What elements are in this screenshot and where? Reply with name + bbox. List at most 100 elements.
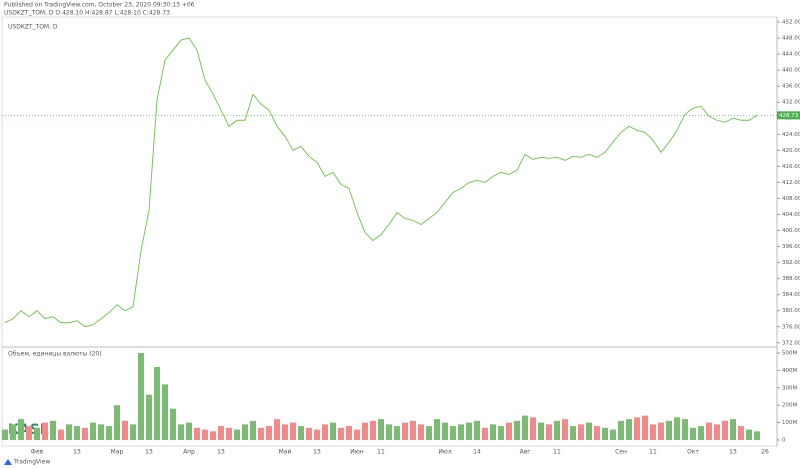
- volume-bar: [282, 424, 288, 440]
- volume-bar: [522, 415, 528, 440]
- volume-bar: [306, 427, 312, 440]
- volume-bar: [346, 426, 352, 440]
- volume-bar: [466, 422, 472, 440]
- volume-bar: [442, 422, 448, 440]
- y-tick-label: 424.00: [782, 132, 800, 138]
- y-tick-label: 420.00: [782, 148, 800, 154]
- y-tick-label: 388.00: [782, 276, 800, 282]
- y-tick-label: 200M: [782, 403, 797, 409]
- volume-bar: [610, 429, 616, 440]
- volume-bar: [458, 424, 464, 440]
- volume-bar: [82, 427, 88, 440]
- volume-bar: [266, 426, 272, 440]
- x-tick-label: Май: [279, 449, 292, 456]
- volume-bar: [138, 352, 144, 440]
- y-tick-label: 408.00: [782, 196, 800, 202]
- volume-bar: [58, 429, 64, 440]
- volume-bar: [722, 420, 728, 440]
- volume-bar: [322, 424, 328, 440]
- volume-bar: [674, 417, 680, 440]
- volume-bar: [170, 408, 176, 440]
- y-tick-label: 400.00: [782, 228, 800, 234]
- volume-bar: [10, 424, 16, 440]
- x-tick-label: Фев: [31, 449, 44, 456]
- volume-bar: [202, 429, 208, 440]
- y-tick-label: 300M: [782, 385, 797, 391]
- volume-bar: [698, 426, 704, 440]
- last-price-box: [777, 111, 800, 120]
- y-tick-label: 444.00: [782, 52, 800, 58]
- volume-bar: [42, 422, 48, 440]
- volume-bar: [250, 420, 256, 440]
- volume-bar: [594, 426, 600, 440]
- x-tick-label: 13: [145, 449, 153, 456]
- volume-bar: [314, 429, 320, 440]
- volume-bar: [650, 424, 656, 440]
- volume-bar: [402, 422, 408, 440]
- volume-bar: [706, 422, 712, 440]
- volume-bar: [234, 429, 240, 440]
- volume-bar: [418, 424, 424, 440]
- x-tick-label: Сен: [615, 449, 627, 456]
- volume-bar: [754, 431, 760, 440]
- y-tick-label: 416.00: [782, 164, 800, 170]
- volume-bar: [362, 422, 368, 440]
- y-tick-label: 448.00: [782, 36, 800, 42]
- y-tick-label: 404.00: [782, 212, 800, 218]
- volume-bar: [354, 429, 360, 440]
- volume-bar: [562, 419, 568, 440]
- y-tick-label: 380.00: [782, 308, 800, 314]
- volume-bar: [714, 424, 720, 440]
- y-tick-label: 436.00: [782, 84, 800, 90]
- y-tick-label: 396.00: [782, 244, 800, 250]
- x-tick-label: 11: [649, 449, 657, 456]
- volume-bar: [490, 424, 496, 440]
- published-note: Published on TradingView.com, October 23…: [4, 2, 195, 9]
- y-tick-label: 100M: [782, 420, 797, 426]
- y-tick-label: 500M: [782, 350, 797, 356]
- volume-bar: [122, 420, 128, 440]
- volume-bar: [2, 429, 8, 440]
- volume-bar: [66, 424, 72, 440]
- volume-bar: [218, 426, 224, 440]
- volume-bar: [186, 422, 192, 440]
- volume-bar: [162, 384, 168, 440]
- y-tick-label: 452.00: [782, 20, 800, 26]
- x-tick-label: 13: [313, 449, 321, 456]
- volume-bar: [410, 420, 416, 440]
- tv-icon: [4, 459, 12, 465]
- volume-bar: [426, 426, 432, 440]
- volume-bar: [474, 420, 480, 440]
- volume-bar: [658, 422, 664, 440]
- volume-bar: [626, 419, 632, 440]
- volume-bar: [338, 427, 344, 440]
- volume-bar: [746, 429, 752, 440]
- volume-bar: [90, 422, 96, 440]
- volume-bar: [26, 426, 32, 440]
- volume-bar: [178, 424, 184, 440]
- volume-label: Объем, единицы валюты (20): [8, 351, 102, 358]
- volume-bar: [154, 366, 160, 440]
- volume-bar: [114, 405, 120, 440]
- volume-bar: [370, 420, 376, 440]
- volume-bar: [34, 427, 40, 440]
- x-tick-label: 13: [217, 449, 225, 456]
- y-tick-label: 392.00: [782, 260, 800, 266]
- x-tick-label: Июл: [438, 449, 452, 456]
- volume-bar: [98, 424, 104, 440]
- volume-bar: [482, 427, 488, 440]
- volume-bar: [298, 426, 304, 440]
- volume-bar: [290, 422, 296, 440]
- x-tick-label: Мар: [111, 449, 124, 456]
- volume-bar: [450, 426, 456, 440]
- volume-bar: [738, 426, 744, 440]
- volume-bar: [258, 427, 264, 440]
- price-line: [4, 37, 758, 328]
- volume-bar: [194, 427, 200, 440]
- volume-bar: [210, 431, 216, 440]
- volume-bar: [330, 422, 336, 440]
- ohlc-legend: USDKZT_TOM, D O:428.10 H:428.87 L:428.10…: [4, 10, 170, 17]
- volume-bar: [394, 426, 400, 440]
- volume-bar: [386, 424, 392, 440]
